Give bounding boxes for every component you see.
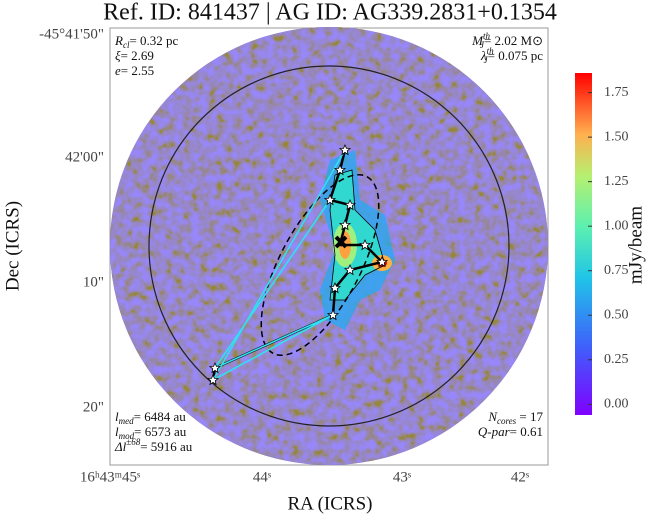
annotation-rest: = 6484 au: [134, 409, 187, 424]
annotation-sub: med: [119, 416, 134, 426]
x-tick-label: 42ˢ: [511, 469, 529, 485]
annotation: ξ= 2.69: [115, 48, 154, 63]
colorbar: [575, 73, 592, 415]
annotation-rest: = 0.32 pc: [129, 33, 178, 48]
y-tick-label: -45°41'50": [39, 26, 104, 42]
colorbar-label: mJy/beam: [625, 206, 646, 284]
x-axis-label: RA (ICRS): [288, 493, 373, 514]
annotation-sub: cl: [123, 40, 130, 50]
colorbar-tick-label: 1.00: [604, 218, 629, 233]
annotation-main: M: [471, 33, 484, 48]
annotation-main: N: [487, 409, 498, 424]
annotation-main: Q-par: [478, 424, 511, 439]
y-axis-label: Dec (ICRS): [2, 201, 23, 291]
annotation-sub: J: [484, 55, 489, 65]
colorbar-tick-label: 0.25: [604, 352, 629, 367]
image: [110, 27, 548, 465]
annotation: Mth J= 2.02 M⊙: [471, 31, 543, 50]
chart-title: Ref. ID: 841437 | AG ID: AG339.2831+0.13…: [103, 0, 557, 26]
colorbar-tick-label: 0.50: [604, 307, 629, 322]
annotation-rest: = 2.69: [121, 48, 154, 63]
annotation-sub: mod: [119, 431, 135, 441]
annotation-rest: = 17: [516, 409, 543, 424]
annotation: e= 2.55: [115, 63, 154, 78]
annotation-main: ξ: [115, 48, 121, 63]
annotation-rest: = 5916 au: [140, 439, 193, 454]
annotation: lmod= 6573 au: [115, 424, 187, 441]
annotation-sup: ±68: [126, 437, 140, 447]
colorbar-tick-label: 0.75: [604, 263, 629, 278]
annotation: Q-par= 0.61: [478, 424, 543, 439]
colorbar-tick-label: 1.50: [604, 129, 629, 144]
annotation-sup: th: [483, 31, 491, 41]
annotation-main: λ: [480, 48, 487, 63]
annotation: λth J= 0.075 pc: [480, 46, 543, 65]
colorbar-tick-label: 1.75: [604, 85, 629, 100]
annotation-rest: = 2.02 M⊙: [484, 33, 543, 48]
annotation: Rcl= 0.32 pc: [114, 33, 179, 50]
annotation: Δl±68= 5916 au: [114, 437, 193, 454]
annotation-sup: th: [487, 46, 495, 56]
annotation-rest: = 6573 au: [134, 424, 187, 439]
annotation-main: l: [115, 409, 119, 424]
annotation-rest: = 0.075 pc: [488, 48, 544, 63]
annotation-main: R: [114, 33, 123, 48]
annotation-main: Δl: [114, 439, 127, 454]
annotation-main: e: [115, 63, 121, 78]
x-tick-label: 44ˢ: [253, 469, 271, 485]
x-tick-label: 43ˢ: [393, 469, 411, 485]
y-tick-label: 10": [83, 274, 104, 290]
annotation: lmed= 6484 au: [115, 409, 186, 426]
colorbar-tick-label: 1.25: [604, 174, 629, 189]
annotation-rest: = 2.55: [121, 63, 154, 78]
annotation-sub: cores: [497, 416, 517, 426]
annotation: Ncores = 17: [487, 409, 543, 426]
annotation-rest: = 0.61: [510, 424, 543, 439]
y-tick-label: 42'00": [65, 149, 104, 165]
annotation-main: l: [115, 424, 119, 439]
annotation-sub: J: [480, 40, 485, 50]
y-tick-label: 20": [83, 399, 104, 415]
x-tick-label: 16ʰ43ᵐ45ˢ: [80, 469, 140, 485]
colorbar-tick-label: 0.00: [604, 397, 629, 412]
